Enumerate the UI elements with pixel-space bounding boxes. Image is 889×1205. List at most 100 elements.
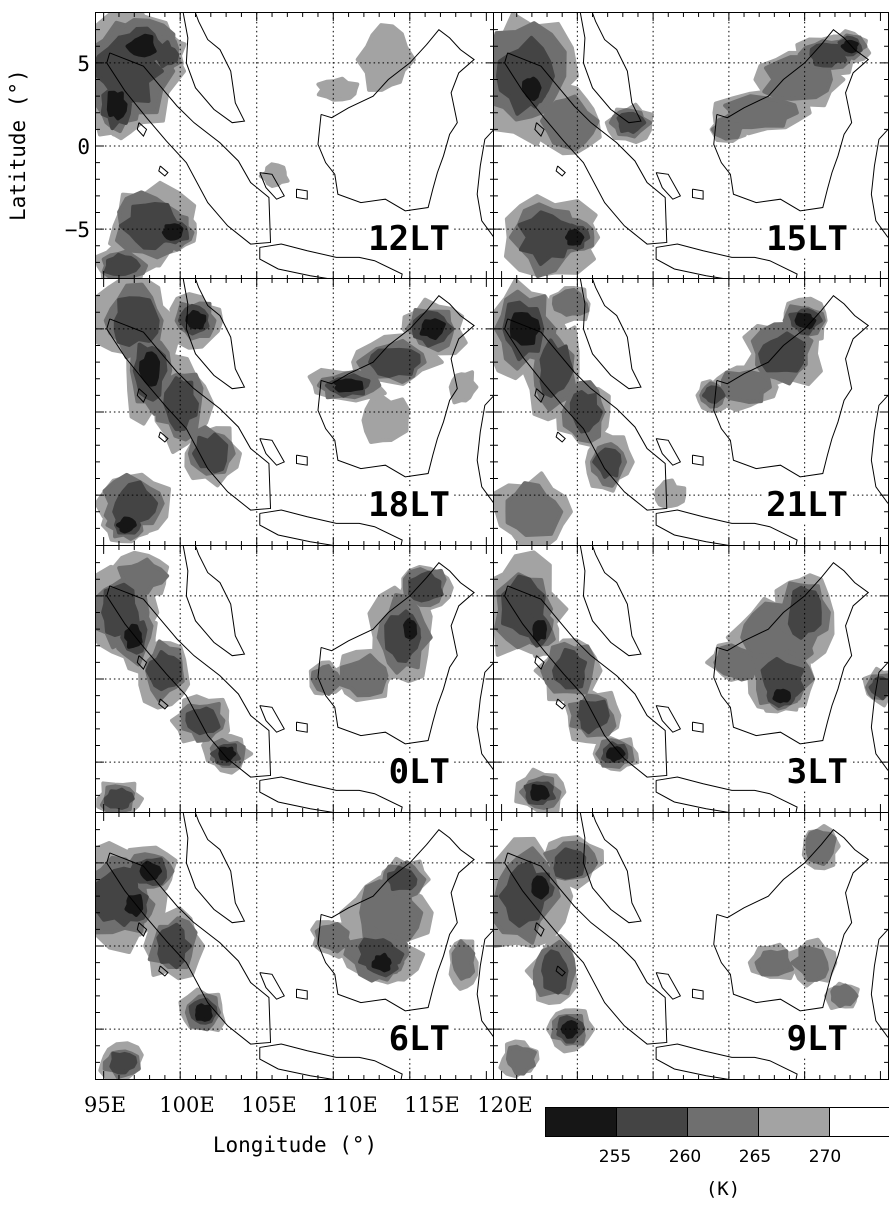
cloud-blob [407,570,444,603]
coastline [655,172,682,200]
cloud-blob [368,347,421,378]
coastline [691,454,704,466]
coastline [317,828,475,1012]
cloud-blob [153,40,180,69]
cloud-blob [505,481,564,537]
map-panel: 3LT [493,545,889,813]
coastline [317,294,475,478]
coastline [655,972,682,1000]
map-svg [96,279,494,545]
colorbar-swatch [617,1108,688,1136]
cloud-blob [505,1044,537,1076]
coastline [534,922,545,937]
cloud-blob [185,309,207,330]
cloud-shading [124,860,392,1022]
cloud-blob [702,385,726,404]
x-tick-label: 105E [241,1093,297,1117]
colorbar-tick-label: 265 [738,1147,772,1167]
cloud-blob [654,478,687,509]
map-svg [494,813,888,1079]
cloud-blob [532,620,547,642]
coastlines [106,546,494,812]
cloud-blob [355,23,416,92]
coastline [655,509,798,545]
coastline [504,52,668,245]
cloud-blob [805,828,837,867]
colorbar-unit: (K) [705,1178,741,1200]
colorbar [545,1107,889,1137]
map-svg [494,546,888,812]
cloud-shading [530,620,791,802]
coastline [259,509,403,545]
cloud-blob [451,939,476,981]
coastlines [504,279,888,545]
coastline [870,662,888,771]
map-svg [494,13,888,279]
coastline [870,929,888,1038]
coastline [317,28,475,212]
cloud-blob [117,557,170,596]
map-panel: 6LT [95,812,495,1080]
cloud-blob [195,1003,213,1022]
cloud-blob [103,787,135,810]
coastline [655,776,798,812]
colorbar-swatch [546,1108,617,1136]
coastlines [504,546,888,812]
coastline [182,813,246,924]
cloud-blob [560,1020,578,1039]
cloud-blob [606,746,626,763]
coastlines [504,13,888,279]
cloud-blob [115,516,137,534]
colorbar-tick-label: 255 [598,1147,632,1167]
coastline [691,988,704,1000]
cloud-blob [772,688,791,704]
x-axis-label: Longitude (°) [212,1133,378,1157]
panel-label: 6LT [386,1019,452,1059]
cloud-blob [530,784,550,802]
cloud-blob [720,94,799,130]
coastline [655,438,682,466]
coastline [713,561,870,745]
coastline [259,705,285,733]
cloud-blob [830,983,859,1009]
cloud-blob [371,952,392,973]
coastline [870,129,888,238]
coastline [158,165,169,177]
coastline [136,922,148,937]
cloud-blob [754,949,794,977]
panel-label: 12LT [366,219,452,259]
map-panel: 12LT [95,12,495,280]
map-panel: 18LT [95,278,495,546]
coastline [476,662,494,771]
cloud-blob [138,351,161,387]
coastline [295,721,308,733]
coastline [713,294,870,478]
coastline [870,395,888,504]
coastline [259,1043,403,1079]
cloud-blob [539,94,600,152]
cloud-blob [521,76,542,102]
coastline [476,395,494,504]
colorbar-swatch [830,1108,889,1136]
cloud-blob [161,223,184,241]
map-panel: 15LT [493,12,889,280]
cloud-blob [333,378,364,393]
cloud-blob [403,618,418,640]
map-svg [96,546,494,812]
coastline [106,585,272,778]
y-tick-label: 0 [77,135,90,159]
coastline [295,188,308,200]
coastline [555,698,566,710]
y-tick-label: 5 [77,52,90,76]
cloud-blob [531,875,550,900]
tick-marks [96,813,494,1079]
coastline [691,188,704,200]
coastline [579,813,642,924]
cloud-blob [185,706,221,736]
cloud-blob [124,894,144,917]
coastline [504,852,668,1045]
coastline [713,828,870,1012]
coastline [655,705,682,733]
cloud-blob [790,946,829,982]
coastline [259,776,403,812]
